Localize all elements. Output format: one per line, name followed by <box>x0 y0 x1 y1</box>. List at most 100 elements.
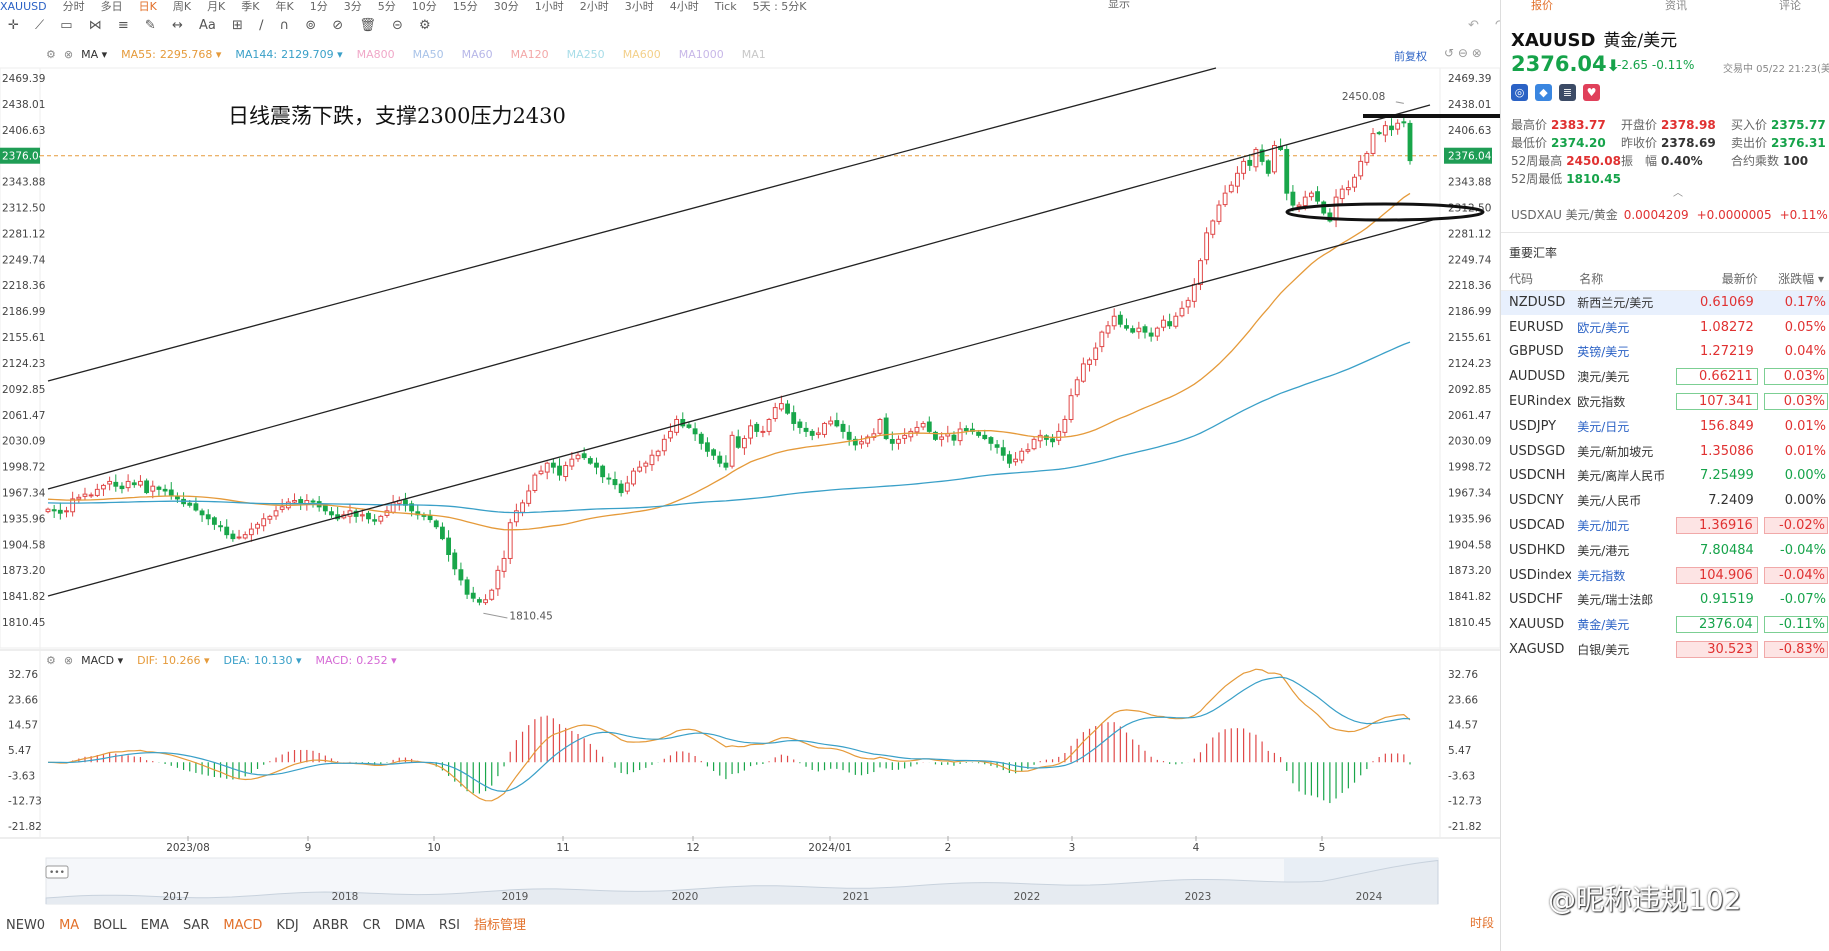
timeline-button[interactable]: 时段 <box>1470 916 1495 930</box>
indicator-tab-3[interactable]: EMA <box>140 918 169 933</box>
timeframe-13[interactable]: 1小时 <box>534 0 564 12</box>
rectangle-icon[interactable]: ▭ <box>60 18 73 33</box>
table-row[interactable]: NZDUSD 新西兰元/美元 0.61069 0.17% <box>1501 290 1829 315</box>
eye-icon[interactable]: ⊚ <box>305 18 317 33</box>
table-row[interactable]: USDCHF 美元/瑞士法郎 0.91519 -0.07% <box>1501 588 1829 613</box>
display-menu[interactable]: 显示 <box>1108 0 1130 10</box>
trend-line-icon[interactable]: ⟋ <box>35 18 45 33</box>
timeframe-8[interactable]: 3分 <box>343 0 362 12</box>
timeframe-0[interactable]: 分时 <box>62 0 85 12</box>
close-icon[interactable]: ⊗ <box>63 48 74 61</box>
note-icon[interactable]: ≣ <box>1559 84 1576 101</box>
settings-icon[interactable]: ⚙ <box>46 48 56 61</box>
timeframe-14[interactable]: 2小时 <box>579 0 609 12</box>
indicator-tab-0[interactable]: NEW0 <box>6 918 46 933</box>
timeframe-9[interactable]: 5分 <box>377 0 396 12</box>
timeframe-2[interactable]: 日K <box>138 0 157 12</box>
indicator-tab-5[interactable]: MACD <box>223 918 263 933</box>
heart-icon[interactable]: ♥ <box>1583 84 1600 101</box>
pen-icon[interactable]: ∕ <box>259 18 264 33</box>
indicator-tab-1[interactable]: MA <box>59 918 80 933</box>
timeframe-5[interactable]: 季K <box>241 0 260 12</box>
link-icon[interactable]: ⊝ <box>392 18 403 33</box>
table-row[interactable]: USDSGD 美元/新加坡元 1.35086 0.01% <box>1501 439 1829 464</box>
legend-label: MA144: <box>235 48 278 61</box>
panel-tab-2[interactable]: 评论 <box>1779 0 1801 12</box>
table-row[interactable]: USDJPY 美元/日元 156.849 0.01% <box>1501 414 1829 439</box>
support-mark[interactable] <box>1285 202 1485 222</box>
table-row[interactable]: EURindex 欧元指数 107.341 0.03% <box>1501 389 1829 414</box>
timeframe-17[interactable]: Tick <box>714 0 737 12</box>
timeframe-6[interactable]: 年K <box>275 0 294 12</box>
crosshair-icon[interactable]: ✛ <box>8 18 19 33</box>
fib-icon[interactable]: ⋈ <box>88 18 102 33</box>
column-header[interactable]: 涨跌幅 ▾ <box>1763 268 1829 291</box>
timeframe-1[interactable]: 多日 <box>100 0 123 12</box>
indicator-tab-4[interactable]: SAR <box>182 918 210 933</box>
gear-icon[interactable]: ⚙ <box>419 18 431 33</box>
symbol-tab[interactable]: XAUUSD <box>0 0 47 12</box>
timeframe-16[interactable]: 4小时 <box>669 0 699 12</box>
column-header[interactable]: 代码 <box>1501 268 1572 291</box>
table-row[interactable]: EURUSD 欧元/美元 1.08272 0.05% <box>1501 315 1829 340</box>
indicator-tab-8[interactable]: CR <box>362 918 381 933</box>
minimize-icon[interactable]: ⊖ <box>1457 46 1468 60</box>
settings-icon[interactable]: ⚙ <box>46 654 56 667</box>
candle-body <box>513 510 519 523</box>
trash-icon[interactable]: 🗑 <box>359 18 376 33</box>
indicator-tab-2[interactable]: BOLL <box>93 918 127 933</box>
navigator-handle[interactable] <box>45 865 69 879</box>
indicator-tab-10[interactable]: RSI <box>438 918 460 933</box>
table-row[interactable]: GBPUSD 英镑/美元 1.27219 0.04% <box>1501 340 1829 365</box>
table-row[interactable]: XAGUSD 白银/美元 30.523 -0.83% <box>1501 637 1829 662</box>
timeframe-12[interactable]: 30分 <box>493 0 519 12</box>
adjust-button[interactable]: 前复权 <box>1394 50 1427 63</box>
timeframe-11[interactable]: 15分 <box>452 0 478 12</box>
timeframe-3[interactable]: 周K <box>172 0 192 12</box>
channel-mid-line[interactable] <box>47 104 1431 490</box>
timeframe-18[interactable]: 5天 : 5分K <box>752 0 807 12</box>
ruler-icon[interactable]: ⊞ <box>232 18 243 33</box>
brush-icon[interactable]: ✎ <box>144 18 156 33</box>
table-row[interactable]: USDindex 美元指数 104.906 -0.04% <box>1501 563 1829 588</box>
table-row[interactable]: XAUUSD 黄金/美元 2376.04 -0.11% <box>1501 612 1829 637</box>
globe-icon[interactable]: ◎ <box>1511 84 1528 101</box>
table-row[interactable]: USDCNH 美元/离岸人民币 7.25499 0.00% <box>1501 464 1829 489</box>
panel-tab-0[interactable]: 报价 <box>1531 0 1553 12</box>
collapse-icon[interactable]: ︿ <box>1673 188 1683 199</box>
tag-icon[interactable]: ◆ <box>1535 84 1552 101</box>
hide-icon[interactable]: ⊘ <box>332 18 344 33</box>
text-icon[interactable]: Aa <box>199 18 216 33</box>
indicator-tab-7[interactable]: ARBR <box>312 918 349 933</box>
range-navigator[interactable]: ••• 2017 2018 2019 2020 2021 2022 2023 2024 <box>45 857 1439 905</box>
table-row[interactable]: USDHKD 美元/港元 7.80484 -0.04% <box>1501 538 1829 563</box>
undo-icon[interactable]: ↶ <box>1468 18 1479 33</box>
close-icon[interactable]: ⊗ <box>63 654 74 667</box>
price-chart[interactable]: 2469.39 2469.39 2438.01 2438.01 2406.63 2406.… <box>0 0 1500 910</box>
indicator-tab-11[interactable]: 指标管理 <box>473 918 526 933</box>
channel-top-line[interactable] <box>47 67 1217 382</box>
column-header[interactable]: 名称 <box>1571 268 1676 291</box>
indicator-tab-6[interactable]: KDJ <box>276 918 299 933</box>
indicator-name[interactable]: MACD ▾ <box>81 654 124 667</box>
close-icon[interactable]: ⊗ <box>1471 46 1482 60</box>
timeframe-4[interactable]: 月K <box>207 0 226 12</box>
arrow-icon[interactable]: ↔ <box>171 18 183 33</box>
channel-bottom-line[interactable] <box>47 217 1441 597</box>
channel-icon[interactable]: ≡ <box>117 18 129 33</box>
magnet-icon[interactable]: ∩ <box>279 18 290 33</box>
refresh-icon[interactable]: ↺ <box>1444 46 1455 60</box>
timeframe-10[interactable]: 10分 <box>411 0 437 12</box>
table-row[interactable]: USDCAD 美元/加元 1.36916 -0.02% <box>1501 513 1829 538</box>
timeframe-7[interactable]: 1分 <box>309 0 328 12</box>
indicator-name[interactable]: MA ▾ <box>81 48 108 61</box>
row-name: 美元/日元 <box>1577 419 1630 434</box>
panel-tab-1[interactable]: 资讯 <box>1665 0 1687 12</box>
table-row[interactable]: USDCNY 美元/人民币 7.2409 0.00% <box>1501 488 1829 513</box>
more-icon[interactable]: ••• <box>49 868 65 878</box>
drawings[interactable] <box>47 67 1500 597</box>
timeframe-15[interactable]: 3小时 <box>624 0 654 12</box>
column-header[interactable]: 最新价 <box>1675 268 1764 291</box>
table-row[interactable]: AUDUSD 澳元/美元 0.66211 0.03% <box>1501 364 1829 389</box>
indicator-tab-9[interactable]: DMA <box>394 918 425 933</box>
